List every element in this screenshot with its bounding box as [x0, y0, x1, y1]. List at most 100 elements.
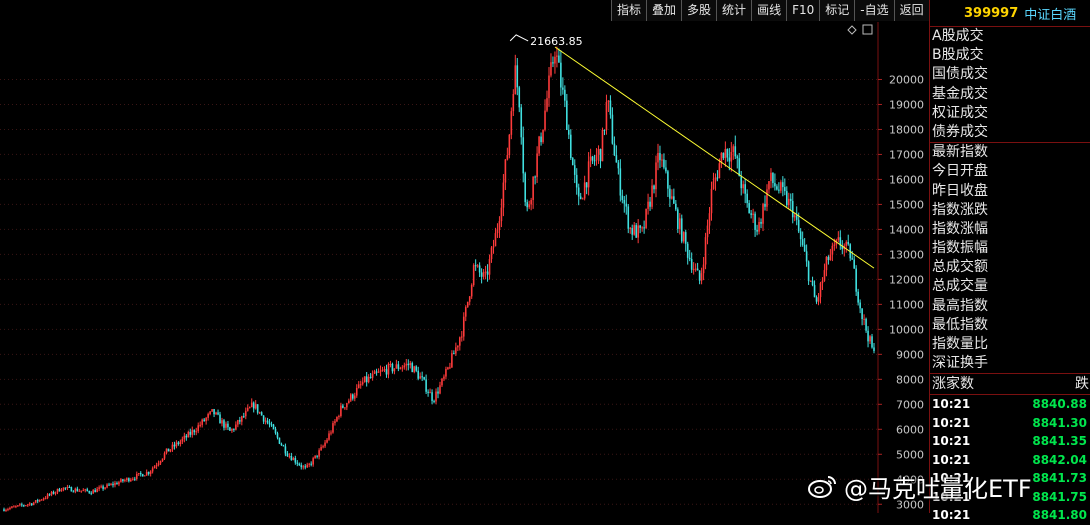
candle-body [141, 474, 144, 477]
candle-body [581, 198, 584, 200]
candle-body [223, 420, 225, 428]
candle-body [326, 439, 328, 443]
candle-body [637, 225, 639, 238]
candle-body [189, 431, 192, 435]
candle-body [825, 256, 828, 271]
candle-body [74, 488, 77, 492]
candle-body [304, 466, 307, 468]
candle-body [661, 159, 663, 161]
candle-body [453, 353, 455, 355]
candle-body [506, 155, 509, 160]
candle-body [482, 272, 485, 277]
candle-body [439, 385, 441, 394]
candle-body [647, 201, 649, 209]
field-label: 最高指数 [932, 297, 988, 314]
candle-body [558, 55, 560, 63]
candle-body [274, 429, 277, 434]
candle-body [104, 487, 106, 489]
field-label: B股成交 [932, 47, 984, 64]
candle-body [748, 203, 750, 214]
field-label: 总成交额 [932, 259, 988, 276]
field-label: 权证成交 [932, 104, 988, 121]
y-tick-label: 11000 [889, 298, 924, 311]
candle-body [750, 213, 752, 215]
candle-body [242, 416, 245, 418]
toolbar-button-1[interactable]: 叠加 [646, 0, 682, 21]
toolbar-button-2[interactable]: 多股 [681, 0, 717, 21]
candle-body [536, 153, 538, 178]
candle-body [219, 414, 221, 424]
candle-body [171, 444, 174, 450]
y-tick-label: 18000 [889, 123, 924, 136]
tick-value: 8841.35 [1032, 434, 1087, 449]
candle-body [391, 363, 394, 372]
candle-body [449, 367, 451, 369]
candle-body [682, 232, 685, 242]
candle-body [147, 472, 150, 474]
toolbar-button-3[interactable]: 统计 [716, 0, 752, 21]
toolbar-button-0[interactable]: 指标 [611, 0, 647, 21]
candle-body [538, 136, 540, 154]
candle-body [512, 94, 515, 112]
toolbar-button-8[interactable]: 返回 [893, 0, 929, 21]
candle-body [484, 271, 487, 273]
candle-body [130, 479, 132, 482]
candle-body [587, 161, 590, 188]
candle-body [568, 130, 570, 135]
candle-body [865, 318, 867, 331]
decliners-label: 跌 [1075, 376, 1089, 393]
candle-body [791, 201, 794, 218]
candle-body [542, 129, 544, 143]
candle-body [550, 62, 552, 76]
toolbar-button-6[interactable]: 标记 [819, 0, 855, 21]
candle-body [278, 437, 281, 444]
candle-body [68, 486, 71, 488]
peak-marker [509, 34, 529, 42]
candle-body [698, 270, 701, 281]
candle-body [179, 441, 182, 445]
candle-body [344, 407, 346, 409]
toolbar-button-7[interactable]: -自选 [854, 0, 894, 21]
field-label: 昨日收盘 [932, 182, 988, 199]
candle-body [122, 479, 124, 482]
candle-body [90, 492, 92, 494]
field-label: 指数涨幅 [932, 220, 988, 237]
candle-body [815, 297, 818, 302]
candle-body [96, 488, 98, 493]
candle-body [417, 370, 419, 379]
toolbar-button-4[interactable]: 画线 [751, 0, 787, 21]
candle-body [569, 134, 572, 159]
candle-body [246, 408, 249, 411]
candle-body [215, 412, 217, 415]
candle-body [19, 504, 21, 506]
candle-body [15, 506, 17, 508]
candle-body [298, 463, 301, 466]
candle-body [649, 201, 651, 207]
candle-body [282, 445, 285, 447]
tick-value: 8841.80 [1032, 508, 1087, 523]
candle-body [42, 498, 45, 500]
tick-row: 10:21 8842.04 [930, 451, 1090, 470]
candle-body [799, 231, 802, 240]
candle-body [457, 345, 459, 348]
candle-body [26, 504, 29, 506]
candle-body [120, 479, 122, 483]
candle-body [833, 244, 836, 246]
candle-body [807, 261, 810, 281]
candle-body [591, 156, 594, 161]
candle-body [544, 110, 546, 130]
candle-body [502, 182, 505, 208]
toolbar-button-5[interactable]: F10 [786, 0, 820, 21]
candle-body [365, 376, 368, 383]
y-tick-label: 4000 [896, 473, 924, 486]
candle-body [532, 176, 534, 200]
candle-body [770, 172, 772, 182]
candle-body [754, 213, 756, 230]
field-label: 总成交量 [932, 278, 988, 295]
candle-body [623, 199, 626, 204]
y-tick-label: 5000 [896, 448, 924, 461]
candle-body [280, 443, 283, 446]
candle-body [663, 159, 665, 168]
y-tick-label: 14000 [889, 223, 924, 236]
candle-body [229, 427, 231, 431]
